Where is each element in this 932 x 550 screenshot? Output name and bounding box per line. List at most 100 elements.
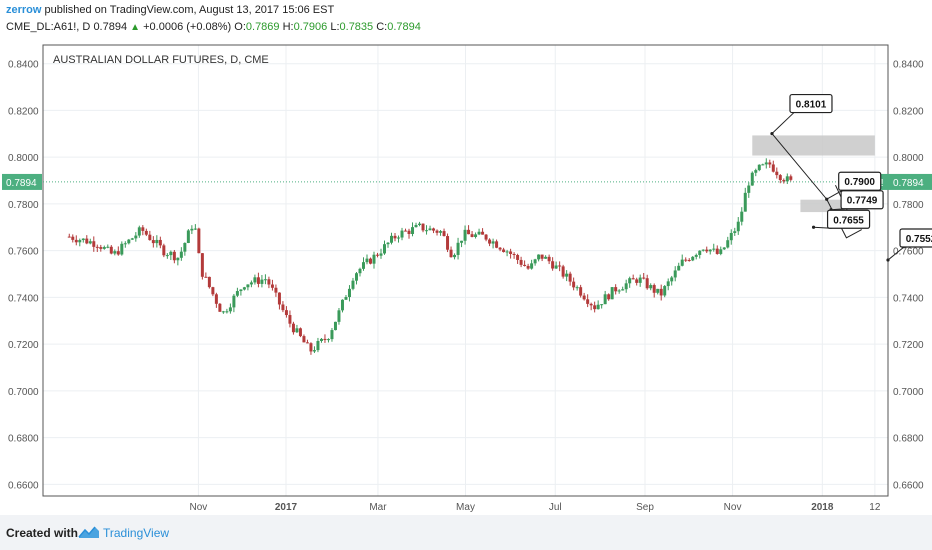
candle-down [204,276,208,278]
candle-up [456,242,460,255]
candle-up [453,254,457,258]
x-axis: Nov 2017 Mar May Jul Sep Nov 2018 12 [190,502,881,512]
candle-up [106,246,110,248]
candle-up [719,249,723,254]
candle-up [228,307,232,312]
candle-up [670,277,674,282]
candle-up [242,287,246,290]
candle-up [386,242,390,245]
y-tick-label: 0.8000 [8,153,39,164]
last-price-text-left: 0.7894 [6,178,37,189]
y-tick-label: 0.7600 [893,247,924,258]
candle-up [176,257,180,261]
candle-up [439,231,443,233]
x-tick-label: Nov [190,502,208,512]
candle-up [463,229,467,241]
candle-up [411,227,415,234]
y-tick-label: 0.6600 [893,480,924,491]
candle-up [316,340,320,351]
y-tick-label: 0.7400 [893,293,924,304]
price-change: +0.0006 (+0.08%) [143,21,232,33]
candle-down [141,227,145,231]
candle-up [155,239,159,244]
candle-down [715,248,719,254]
candle-down [291,323,295,333]
candle-up [610,287,614,300]
candle-down [519,259,523,265]
candle-up [390,235,394,243]
y-tick-label: 0.8000 [893,153,924,164]
candle-down [582,295,586,300]
candle-up [754,170,758,173]
author-link[interactable]: zerrow [6,4,42,16]
candle-down [116,251,120,255]
candle-up [414,224,418,228]
candle-up [747,185,751,193]
candle-up [673,270,677,278]
candle-up [319,338,323,341]
candle-up [351,280,355,289]
candle-up [295,328,299,333]
y-tick-label: 0.8400 [8,60,39,71]
candle-up [78,240,82,243]
candle-down [593,305,597,310]
candle-down [775,171,779,176]
candle-down [684,259,688,261]
annotation-pointer [887,246,905,261]
candle-up [221,311,225,313]
candle-up [750,172,754,186]
candle-up [365,258,369,263]
x-tick-label: Sep [636,502,654,512]
close-label: C: [376,21,388,33]
candle-up [603,294,607,305]
candle-up [225,311,229,313]
candle-up [337,310,341,322]
candle-up [400,230,404,238]
price-chart[interactable]: AUSTRALIAN DOLLAR FUTURES, D, CME 0.6600… [0,0,932,512]
candle-up [179,251,183,258]
candle-down [495,241,499,248]
candle-down [95,246,99,248]
open-label: O: [234,21,246,33]
candle-down [148,234,152,241]
candle-up [691,256,695,261]
candle-down [659,288,663,296]
candle-down [85,238,89,244]
candle-down [404,230,408,232]
y-tick-label: 0.8400 [893,60,924,71]
candle-down [526,265,530,269]
y-tick-label: 0.6800 [8,434,39,445]
tradingview-link[interactable]: TradingView [103,526,170,540]
y-tick-label: 0.8200 [893,106,924,117]
symbol-line: CME_DL:A61!, D 0.7894 ▲ +0.0006 (+0.08%)… [6,21,421,33]
candle-down [277,292,281,305]
candle-down [642,277,646,279]
candle-down [393,235,397,239]
candle-down [635,279,639,283]
y-axis-left: 0.6600 0.6800 0.7000 0.7200 0.7400 0.7600 0.78… [8,60,39,492]
candle-up [600,304,604,306]
candle-down [267,279,271,285]
low-value: 0.7835 [339,21,374,33]
candle-up [169,251,173,256]
candle-down [435,230,439,233]
last-price-badge-left [2,173,42,190]
candle-down [586,299,590,304]
candle-down [323,338,327,340]
candle-up [694,254,698,257]
annotation-label: 0.7749 [847,196,878,207]
candle-up [249,282,253,285]
candle-up [120,243,124,255]
candle-down [284,310,288,316]
candle-down [579,287,583,296]
candle-down [256,277,260,284]
x-tick-label: 2018 [811,502,834,512]
candle-down [516,255,520,260]
candle-up [130,238,134,240]
candle-down [151,240,155,244]
candle-up [232,295,236,308]
candle-up [565,273,569,277]
candle-down [407,230,411,234]
candle-up [127,239,131,244]
candle-down [572,281,576,288]
